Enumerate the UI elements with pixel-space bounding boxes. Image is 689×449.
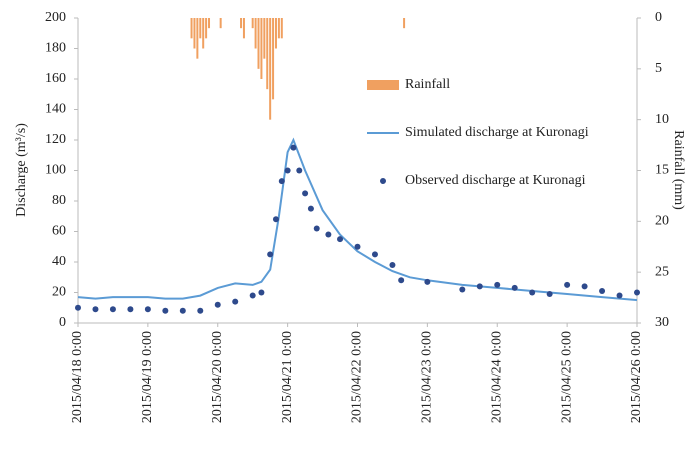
- obs-point: [109, 306, 116, 313]
- obs-point: [459, 286, 466, 293]
- rain-bar: [190, 18, 193, 39]
- x-tick-label: 2015/04/21 0:00: [280, 331, 295, 423]
- rain-bar: [269, 18, 272, 120]
- y-tick-label: 60: [52, 224, 66, 239]
- x-tick-label: 2015/04/19 0:00: [140, 331, 155, 423]
- sim-line: [77, 137, 638, 302]
- obs-point: [354, 243, 361, 250]
- rain-bar: [263, 18, 266, 59]
- rain-bar: [240, 18, 243, 29]
- obs-point: [581, 283, 588, 290]
- rain-bar: [254, 18, 257, 49]
- obs-point: [546, 291, 553, 298]
- y-tick-label: 80: [52, 193, 66, 208]
- y-tick-label: 200: [45, 10, 66, 25]
- rain-bar: [208, 18, 211, 29]
- x-tick-label: 2015/04/18 0:00: [70, 331, 85, 423]
- legend-swatch: [380, 178, 386, 184]
- obs-point: [307, 205, 314, 212]
- legend-swatch: [367, 80, 399, 90]
- obs-point: [162, 307, 169, 314]
- y-tick-label: 160: [45, 71, 66, 86]
- obs-point: [127, 306, 134, 313]
- y-tick-label: 40: [52, 254, 66, 269]
- rain-bar: [274, 18, 277, 49]
- obs-point: [389, 262, 396, 269]
- obs-point: [284, 167, 291, 174]
- legend-label: Simulated discharge at Kuronagi: [405, 125, 589, 140]
- rain-bar: [196, 18, 199, 59]
- obs-point: [398, 277, 405, 284]
- rain-bar: [193, 18, 196, 49]
- rain-bar: [260, 18, 263, 79]
- obs-point: [634, 289, 640, 296]
- x-tick-label: 2015/04/26 0:00: [629, 331, 644, 423]
- obs-point: [267, 251, 274, 258]
- obs-point: [476, 283, 483, 290]
- legend-label: Rainfall: [405, 77, 450, 92]
- x-tick-label: 2015/04/23 0:00: [420, 331, 435, 423]
- obs-point: [249, 292, 256, 299]
- obs-point: [529, 289, 536, 296]
- y-tick-label: 140: [45, 102, 66, 117]
- y2-tick-label: 20: [655, 214, 669, 229]
- legend-label: Observed discharge at Kuronagi: [405, 173, 586, 188]
- obs-point: [92, 306, 99, 313]
- y2-tick-label: 5: [655, 61, 662, 76]
- rain-bar: [277, 18, 280, 39]
- y2-tick-label: 0: [655, 10, 662, 25]
- rain-bar: [202, 18, 205, 49]
- rain-bar: [251, 18, 254, 29]
- y-tick-label: 0: [59, 315, 66, 330]
- obs-point: [75, 304, 81, 311]
- y-tick-label: 100: [45, 163, 66, 178]
- obs-point: [325, 231, 332, 238]
- obs-point: [296, 167, 303, 174]
- rain-bar: [280, 18, 283, 39]
- obs-point: [337, 236, 344, 243]
- obs-point: [144, 306, 151, 313]
- obs-point: [290, 144, 297, 151]
- obs-point: [313, 225, 320, 232]
- y-tick-label: 20: [52, 285, 66, 300]
- obs-point: [258, 289, 265, 296]
- obs-point: [371, 251, 378, 258]
- y-tick-label: 120: [45, 132, 66, 147]
- obs-point: [616, 292, 623, 299]
- y2-tick-label: 30: [655, 315, 669, 330]
- x-tick-label: 2015/04/24 0:00: [489, 331, 504, 423]
- rain-bar: [272, 18, 275, 100]
- x-tick-label: 2015/04/22 0:00: [350, 331, 365, 423]
- y-axis-title: Discharge (m³/s): [14, 123, 29, 217]
- x-tick-label: 2015/04/20 0:00: [210, 331, 225, 423]
- obs-point: [599, 287, 606, 294]
- obs-point: [197, 307, 204, 314]
- rain-bar: [242, 18, 245, 39]
- obs-point: [494, 281, 501, 288]
- x-tick-label: 2015/04/25 0:00: [559, 331, 574, 423]
- rain-bar: [266, 18, 269, 90]
- y2-tick-label: 25: [655, 264, 669, 279]
- rain-bar: [403, 18, 406, 29]
- obs-point: [272, 216, 279, 223]
- obs-point: [564, 281, 571, 288]
- rain-bar: [199, 18, 202, 39]
- obs-point: [179, 307, 186, 314]
- obs-point: [214, 301, 221, 308]
- obs-point: [424, 278, 431, 285]
- rain-bar: [257, 18, 260, 69]
- obs-point: [232, 298, 239, 305]
- obs-point: [278, 178, 285, 185]
- y2-axis-title: Rainfall (mm): [671, 130, 686, 210]
- y-tick-label: 180: [45, 41, 66, 56]
- rain-bar: [205, 18, 208, 39]
- rain-bar: [219, 18, 222, 29]
- obs-point: [302, 190, 309, 197]
- y2-tick-label: 10: [655, 112, 669, 127]
- obs-point: [511, 284, 518, 291]
- y2-tick-label: 15: [655, 163, 669, 178]
